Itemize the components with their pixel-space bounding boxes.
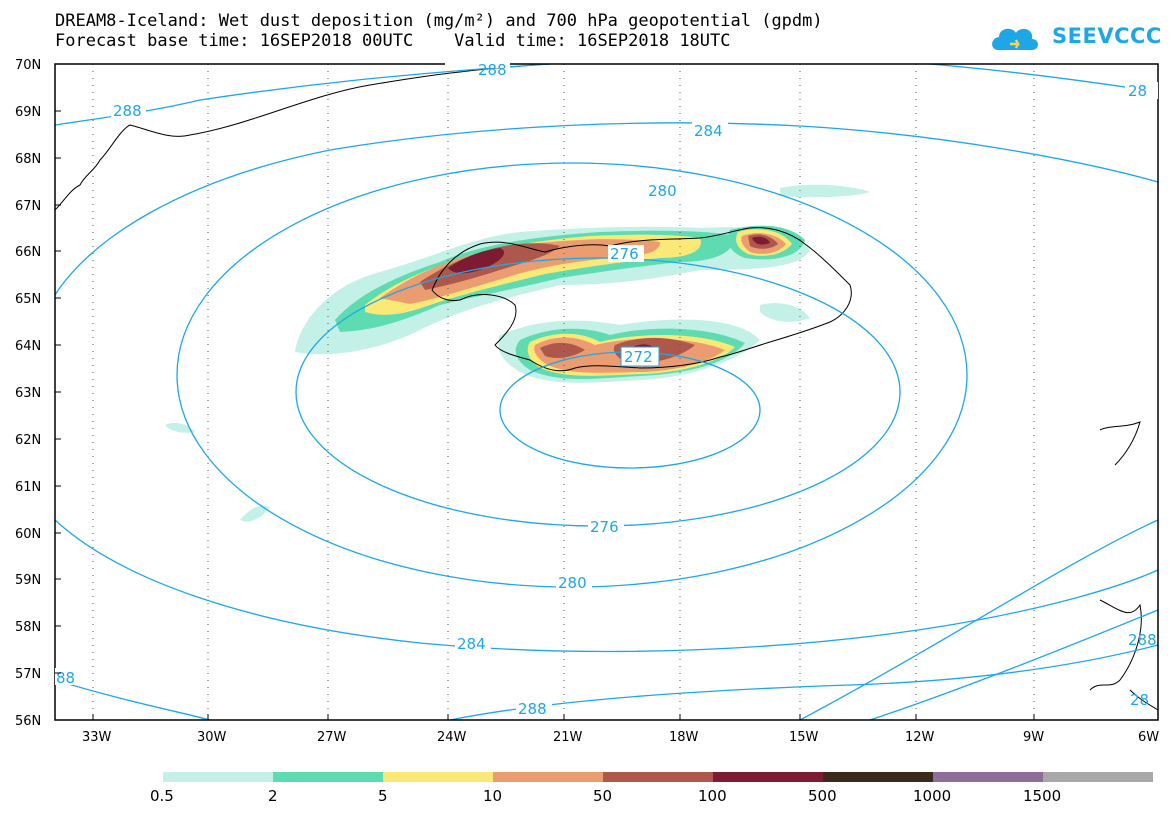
contour-288-ne-corner: [799, 519, 1158, 720]
map-frame: [54, 63, 1159, 721]
lat-label: 69N: [15, 105, 41, 120]
latitude-axis: 70N 69N 68N 67N 66N 65N 64N 63N 62N 61N …: [15, 58, 61, 729]
contour-label: 288: [113, 102, 142, 120]
lon-label: 6W: [1138, 730, 1159, 745]
lon-label: 12W: [905, 730, 935, 745]
contour-288-southeast: [449, 644, 1158, 720]
contour-label: 276: [590, 518, 619, 536]
contour-label: 280: [648, 182, 677, 200]
contour-label: 288: [518, 700, 547, 718]
lon-label: 9W: [1023, 730, 1044, 745]
coastlines: [55, 64, 1158, 711]
cloud-icon: [992, 28, 1038, 50]
lon-label: 33W: [82, 730, 112, 745]
lat-label: 63N: [15, 386, 41, 401]
lat-label: 59N: [15, 573, 41, 588]
contour-label: 28: [1130, 691, 1149, 709]
legend-swatch: [273, 772, 383, 782]
legend-label: 0.5: [150, 787, 174, 805]
lat-label: 66N: [15, 245, 41, 260]
legend-label: 500: [808, 787, 837, 805]
lat-label: 57N: [15, 667, 41, 682]
lon-label: 21W: [553, 730, 583, 745]
lon-label: 27W: [317, 730, 347, 745]
contour-label: 288: [478, 61, 507, 79]
contour-284: [55, 122, 1158, 296]
contour-labels: 288 288 284 280 276 272 276 280 284 288 …: [55, 56, 1158, 718]
legend-label: 1500: [1023, 787, 1061, 805]
dust-deposition-field: [165, 184, 870, 522]
legend-swatch: [603, 772, 713, 782]
map-area: [55, 64, 1158, 720]
map-title-line-1: DREAM8-Iceland: Wet dust deposition (mg/…: [55, 11, 823, 31]
lon-label: 30W: [197, 730, 227, 745]
lat-label: 68N: [15, 152, 41, 167]
lat-label: 62N: [15, 433, 41, 448]
lat-label: 64N: [15, 339, 41, 354]
graticule: [92, 64, 1035, 720]
geopotential-contours: [55, 64, 1158, 720]
logo-text: SEEVCCC: [1052, 24, 1162, 48]
legend-swatch: [163, 772, 273, 782]
contour-label: 284: [457, 635, 486, 653]
legend-swatch: [493, 772, 603, 782]
lon-label: 24W: [437, 730, 467, 745]
legend-swatch: [823, 772, 933, 782]
contour-288-northeast: [929, 64, 1158, 93]
contour-284-south: [55, 519, 1158, 653]
lat-label: 65N: [15, 292, 41, 307]
contour-288-south: [55, 679, 211, 720]
lon-label: 18W: [669, 730, 699, 745]
legend-label: 10: [483, 787, 502, 805]
contour-label: 288: [1128, 631, 1157, 649]
legend-label: 5: [378, 787, 388, 805]
legend-swatch: [383, 772, 493, 782]
lat-label: 60N: [15, 527, 41, 542]
longitude-axis: 33W 30W 27W 24W 21W 18W 15W 12W 9W 6W: [82, 714, 1159, 745]
contour-label: 28: [1128, 82, 1147, 100]
lat-label: 58N: [15, 620, 41, 635]
legend-label: 100: [698, 787, 727, 805]
contour-label: 284: [694, 122, 723, 140]
legend-swatch: [933, 772, 1043, 782]
lat-label: 70N: [15, 58, 41, 73]
lat-label: 61N: [15, 480, 41, 495]
lat-label: 67N: [15, 199, 41, 214]
contour-label: 280: [558, 574, 587, 592]
contour-label: 276: [610, 245, 639, 263]
contour-label: 272: [624, 348, 653, 366]
legend-swatch: [1043, 772, 1153, 782]
color-legend: 0.5 2 5 10 50 100 500 1000 1500: [150, 772, 1153, 805]
legend-swatch: [713, 772, 823, 782]
legend-label: 1000: [913, 787, 951, 805]
legend-label: 50: [593, 787, 612, 805]
map-title-line-2: Forecast base time: 16SEP2018 00UTC Vali…: [55, 31, 731, 51]
lat-label: 56N: [15, 714, 41, 729]
contour-288-north: [55, 64, 551, 126]
contour-288-se-corner: [869, 609, 1158, 720]
contour-label: 88: [56, 669, 75, 687]
legend-label: 2: [268, 787, 278, 805]
lon-label: 15W: [789, 730, 819, 745]
